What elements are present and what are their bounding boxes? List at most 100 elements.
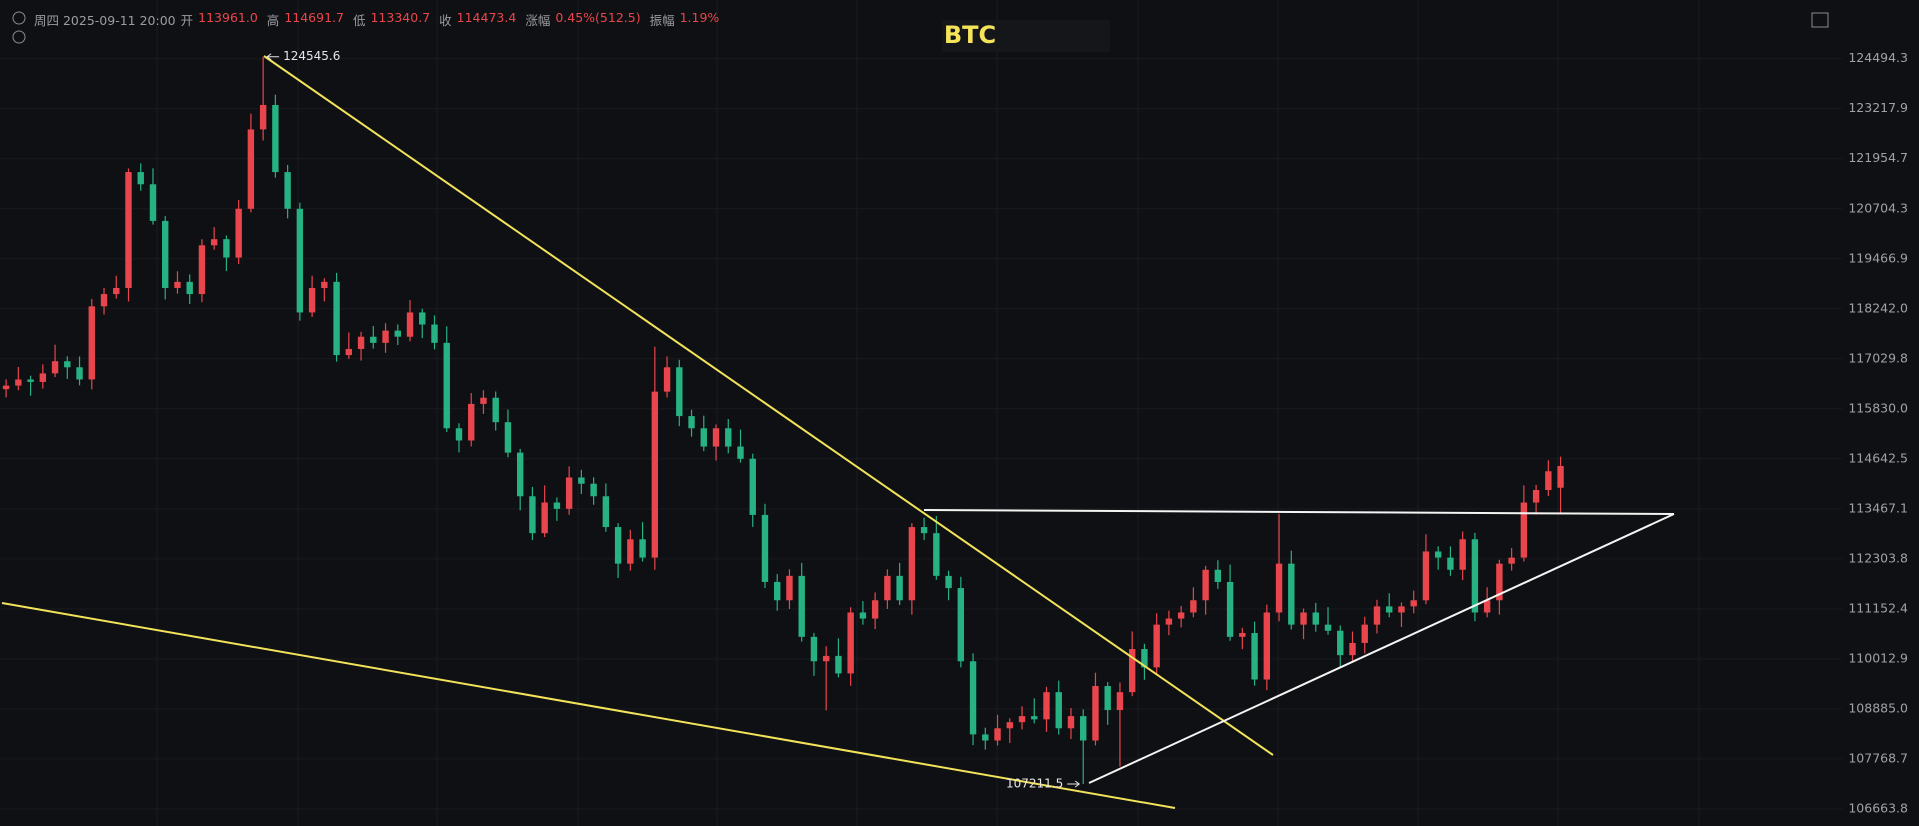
candle-body (406, 312, 414, 337)
datetime: 周四 2025-09-11 20:00 (34, 13, 176, 28)
candle-body (1300, 612, 1307, 625)
trend-line (1, 602, 1176, 809)
candle-body (27, 379, 34, 382)
candle-body (259, 104, 267, 130)
candle-body (1410, 600, 1417, 607)
candle-body (235, 208, 242, 258)
candle-body (443, 342, 450, 429)
candle-body (1141, 649, 1148, 668)
candle-body (174, 281, 181, 288)
candle-body (982, 734, 989, 741)
candle-body (1349, 642, 1356, 656)
y-tick-label: 111152.4 (1848, 600, 1908, 615)
header-value: 0.45%(512.5) (555, 10, 641, 25)
screenshot-icon[interactable] (1811, 12, 1829, 28)
candle-body (186, 281, 193, 295)
candle-body (1239, 633, 1246, 637)
candle-body (908, 527, 916, 601)
candle-body (357, 336, 365, 349)
ohlc-header: 周四 2025-09-11 20:00 开 113961.0 高 114691.7 低 11… (34, 10, 723, 29)
candle-body (565, 477, 573, 509)
candle-body (933, 533, 940, 576)
candle-body (969, 661, 977, 735)
y-tick-label: 119466.9 (1848, 250, 1908, 265)
candle-body (1324, 624, 1332, 631)
candle-body (39, 373, 47, 382)
candle-body (137, 172, 144, 185)
trend-line (923, 509, 1675, 515)
candle-body (272, 104, 279, 173)
header-label: 高 (266, 13, 280, 28)
trend-lines (1, 55, 1675, 809)
candle-body (1043, 692, 1050, 720)
vertical-grid (156, 0, 1700, 826)
candle-body (651, 391, 659, 558)
candle-body (627, 539, 634, 564)
candle-body (419, 312, 426, 325)
candle-body (786, 575, 793, 601)
y-tick-label: 110012.9 (1848, 650, 1908, 665)
candle-body (162, 220, 169, 288)
trend-line (263, 55, 1274, 756)
candle-body (1263, 612, 1271, 680)
candle-body (1202, 569, 1209, 601)
y-tick-label: 112303.8 (1848, 550, 1908, 565)
candle-body (590, 483, 597, 497)
candle-body (1288, 563, 1295, 625)
header-label: 低 (352, 13, 366, 28)
candle-body (1190, 600, 1197, 613)
candle-body (198, 245, 206, 295)
candle-body (2, 385, 10, 390)
candle-body (308, 287, 316, 313)
candle-body (602, 496, 610, 528)
header-value: 113961.0 (198, 10, 258, 25)
candle-body (223, 239, 230, 258)
y-tick-label: 114642.5 (1848, 450, 1908, 465)
candle-body (920, 527, 928, 534)
y-tick-label: 113467.1 (1848, 500, 1908, 515)
candle-body (382, 330, 389, 343)
y-tick-label: 108885.0 (1848, 700, 1908, 715)
candle-body (871, 600, 879, 619)
candle-body (1104, 686, 1111, 711)
expand-icon[interactable] (12, 30, 26, 44)
candle-body (945, 575, 952, 589)
candle-body (1177, 612, 1185, 619)
candle-body (1337, 630, 1344, 656)
candle-body (1055, 692, 1062, 729)
candle-body (737, 446, 744, 459)
y-tick-label: 106663.8 (1848, 800, 1908, 815)
candle-body (247, 129, 255, 209)
collapse-icon[interactable] (12, 11, 26, 25)
candle-body (504, 422, 512, 453)
candle-body (1398, 606, 1405, 613)
header-value: 114691.7 (284, 10, 344, 25)
y-tick-label: 118242.0 (1848, 300, 1908, 315)
header-label: 振幅 (649, 13, 675, 28)
candle-body (1067, 716, 1075, 729)
candle-body (125, 172, 132, 288)
y-tick-label: 124494.3 (1848, 50, 1908, 65)
candle-body (957, 588, 965, 662)
candle-body (431, 324, 438, 343)
candle-body (51, 361, 59, 374)
candle-body (578, 477, 585, 484)
candle-body (1275, 563, 1283, 613)
candle-body (149, 184, 157, 221)
candle-body (1153, 624, 1160, 668)
y-tick-label: 117029.8 (1848, 350, 1908, 365)
candle-body (663, 367, 671, 392)
candle-body (284, 172, 291, 209)
header-label: 涨幅 (525, 13, 551, 28)
candle-body (1080, 716, 1087, 741)
y-tick-label: 121954.7 (1848, 150, 1908, 165)
candle-body (1483, 600, 1491, 613)
candle-body (1312, 612, 1319, 625)
candle-body (296, 208, 304, 313)
max-label: 124545.6 (283, 49, 340, 63)
candle-body (1092, 686, 1099, 741)
candle-body (553, 502, 561, 509)
chart-title: BTC (944, 21, 996, 49)
